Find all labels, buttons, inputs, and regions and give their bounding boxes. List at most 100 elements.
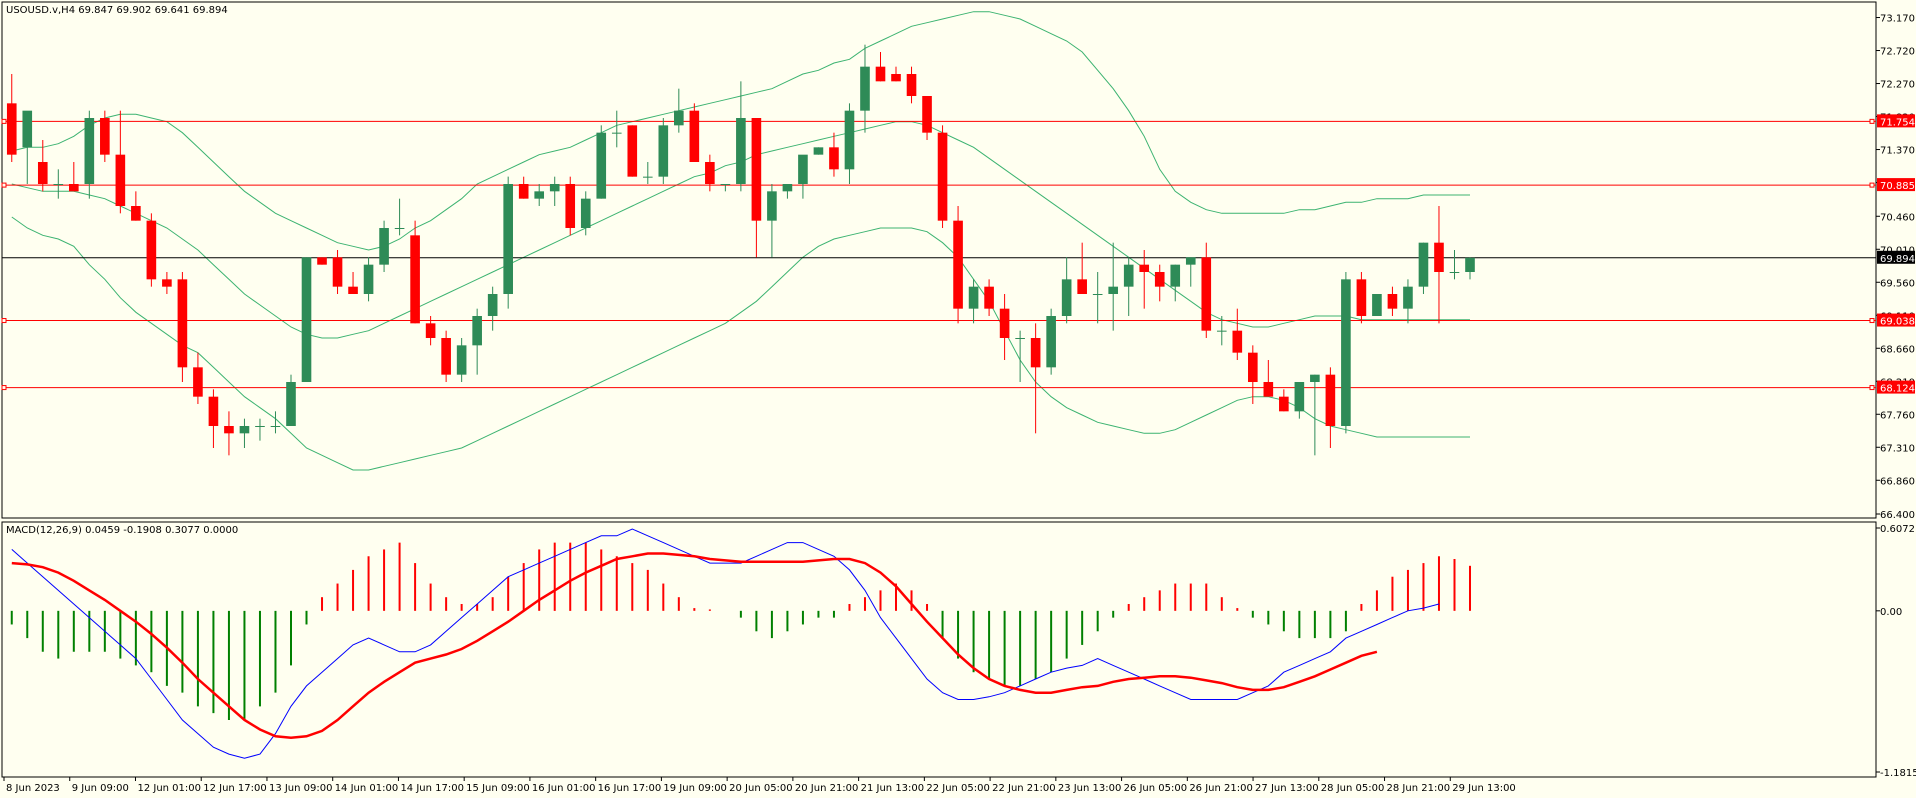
candle-body <box>875 66 886 82</box>
candle-body <box>1015 338 1025 339</box>
time-axis-label: 21 Jun 13:00 <box>861 783 925 794</box>
candle-body <box>782 184 793 192</box>
price-axis-label: 71.370 <box>1880 146 1915 157</box>
candle-body <box>1341 279 1351 426</box>
price-level-marker[interactable] <box>1 182 7 188</box>
candle-body <box>1154 272 1165 287</box>
price-level-marker[interactable] <box>1869 318 1875 324</box>
candle-body <box>1263 382 1274 397</box>
price-axis-label: 72.720 <box>1880 47 1915 58</box>
candle-body <box>999 308 1010 338</box>
candle-body <box>425 323 436 338</box>
candle-body <box>968 286 979 309</box>
candle-body <box>844 110 855 170</box>
candle-body <box>84 118 95 184</box>
candlesticks <box>6 44 1475 456</box>
macd-pane[interactable]: MACD(12,26,9) 0.0459 -0.1908 0.3077 0.00… <box>1 521 1877 778</box>
price-axis-label: 67.310 <box>1880 443 1915 454</box>
time-axis-label: 9 Jun 09:00 <box>72 783 129 794</box>
candle-body <box>1372 294 1382 316</box>
candle-body <box>472 316 482 346</box>
level-price-label: 69.038 <box>1880 317 1915 328</box>
time-axis-label: 15 Jun 09:00 <box>466 783 530 794</box>
level-price-tag[interactable] <box>1877 114 1915 128</box>
time-axis-label: 12 Jun 17:00 <box>203 783 267 794</box>
time-axis-label: 22 Jun 21:00 <box>992 783 1056 794</box>
candle-body <box>1248 352 1258 382</box>
macd-axis-label: -1.1815 <box>1880 768 1916 779</box>
price-axis[interactable]: 73.17072.72072.27071.82071.37070.92070.4… <box>1876 14 1915 521</box>
time-axis[interactable]: 8 Jun 2023 9 Jun 09:00 12 Jun 01:00 12 Jun … <box>3 777 1516 794</box>
level-price-label: 70.885 <box>1880 181 1915 192</box>
time-axis-label: 19 Jun 09:00 <box>663 783 727 794</box>
time-axis-label: 20 Jun 21:00 <box>795 783 859 794</box>
price-axis-label: 68.660 <box>1880 344 1915 355</box>
price-axis-label: 69.560 <box>1880 278 1915 289</box>
price-axis-label: 66.860 <box>1880 476 1915 487</box>
price-pane[interactable]: USOUSD.v,H4 69.847 69.902 69.641 69.894 <box>1 1 1877 519</box>
macd-axis-label: 0.00 <box>1880 607 1902 618</box>
candle-body <box>379 228 389 265</box>
candle-body <box>6 103 17 155</box>
macd-pane-frame <box>1 521 1877 778</box>
candle-body <box>736 118 746 184</box>
time-axis-label: 29 Jun 13:00 <box>1452 783 1516 794</box>
level-price-tag[interactable] <box>1877 313 1915 327</box>
candle-body <box>37 162 48 184</box>
time-axis-label: 8 Jun 2023 <box>6 783 60 794</box>
candle-body <box>534 191 545 199</box>
candle-body <box>441 338 451 375</box>
candle-body <box>332 257 343 287</box>
price-level-marker[interactable] <box>1869 118 1875 124</box>
candle-body <box>1077 279 1087 294</box>
price-level-marker[interactable] <box>1 385 7 391</box>
time-axis-label: 28 Jun 05:00 <box>1321 783 1385 794</box>
current-price-tag <box>1877 250 1915 264</box>
level-price-tag[interactable] <box>1877 178 1915 192</box>
candle-body <box>922 96 932 133</box>
candle-body <box>549 184 560 192</box>
candle-body <box>255 426 265 427</box>
candle-body <box>53 184 64 185</box>
candle-body <box>348 286 358 294</box>
symbol-header: USOUSD.v,H4 69.847 69.902 69.641 69.894 <box>6 5 228 16</box>
price-level-marker[interactable] <box>1869 182 1875 188</box>
candle-body <box>317 257 327 265</box>
candle-body <box>658 125 669 177</box>
candle-body <box>642 176 653 178</box>
candle-body <box>751 118 762 221</box>
macd-lines <box>11 528 1440 759</box>
candle-body <box>456 345 467 375</box>
time-axis-label: 14 Jun 01:00 <box>335 783 399 794</box>
time-axis-label: 16 Jun 17:00 <box>598 783 662 794</box>
level-price-label: 68.124 <box>1880 384 1915 395</box>
candle-body <box>829 147 839 170</box>
candle-body <box>177 279 188 368</box>
macd-axis[interactable]: 0.6072 0.00 -1.1815 <box>1876 524 1916 779</box>
candle-body <box>891 74 901 82</box>
candle-body <box>487 294 498 316</box>
candle-body <box>674 110 684 126</box>
price-level-marker[interactable] <box>1 318 7 324</box>
candle-body <box>1387 294 1398 309</box>
time-axis-label: 12 Jun 01:00 <box>137 783 201 794</box>
candle-body <box>1403 286 1413 309</box>
candle-body <box>193 367 203 397</box>
candle-body <box>69 184 79 192</box>
price-level-marker[interactable] <box>1 118 7 124</box>
candle-body <box>565 184 576 228</box>
price-axis-label: 67.760 <box>1880 410 1915 421</box>
price-level-marker[interactable] <box>1869 385 1875 391</box>
candle-body <box>813 147 824 155</box>
candle-body <box>1046 316 1056 368</box>
candle-body <box>1123 264 1134 287</box>
candle-body <box>162 279 172 287</box>
candle-body <box>1325 374 1336 426</box>
time-axis-label: 22 Jun 05:00 <box>926 783 990 794</box>
level-price-tag[interactable] <box>1877 380 1915 394</box>
candle-body <box>518 184 529 199</box>
candle-body <box>1108 286 1119 294</box>
candle-body <box>239 426 250 434</box>
